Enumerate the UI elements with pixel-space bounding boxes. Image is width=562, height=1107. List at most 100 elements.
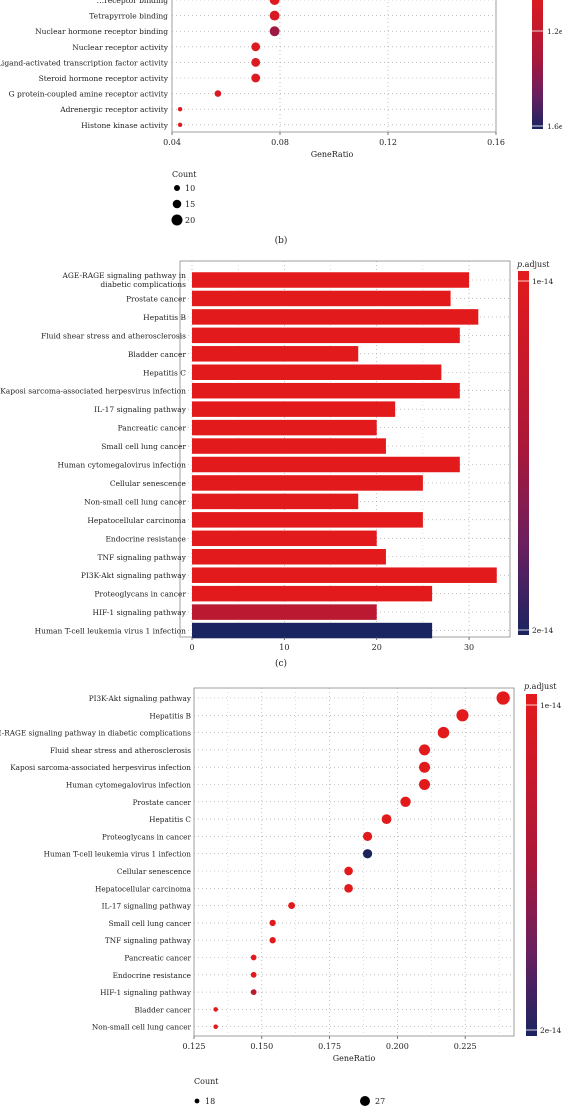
panel-d-size-legend-title: Count <box>194 1077 219 1086</box>
panel-d-colorbar-tick-label: 2e-14 <box>540 1026 562 1035</box>
panel-c-y-tick-label: Pancreatic cancer <box>118 424 187 433</box>
panel-c-bar <box>192 438 386 454</box>
panel-d-y-tick-label: AGE-RAGE signaling pathway in diabetic c… <box>0 729 191 738</box>
panel-d-x-axis-title: GeneRatio <box>333 1054 376 1063</box>
panel-d-y-tick-label: IL-17 signaling pathway <box>102 902 192 911</box>
panel-c-bar <box>192 604 377 620</box>
panel-d-point <box>362 831 373 842</box>
panel-c-y-tick-label: Small cell lung cancer <box>101 442 186 451</box>
panel-c-bar <box>192 346 359 362</box>
panel-d-size-legend-label: 27 <box>375 1097 385 1106</box>
panel-b-point <box>251 58 261 67</box>
panel-c-x-tick-label: 20 <box>372 643 382 652</box>
panel-d-y-tick-label: Bladder cancer <box>134 1005 191 1014</box>
panel-c-y-tick-label: Cellular senescence <box>110 479 187 488</box>
panel-d-size-legend-label: 18 <box>205 1097 215 1106</box>
panel-c-bar <box>192 567 497 583</box>
panel-c-label: (c) <box>275 658 287 669</box>
panel-b-size-legend-label: 20 <box>185 216 195 225</box>
panel-c-bar <box>192 364 442 380</box>
panel-d-x-tick-label: 0.200 <box>386 1042 409 1051</box>
panel-c-bar <box>192 456 460 473</box>
panel-c-bar <box>192 290 451 307</box>
panel-b-point <box>269 26 280 37</box>
panel-d-point <box>419 761 430 773</box>
panel-d-point <box>269 937 276 944</box>
panel-c-bar <box>192 419 377 436</box>
panel-c-y-tick-label: Non-small cell lung cancer <box>84 497 186 506</box>
panel-c-bar <box>192 549 386 565</box>
panel-c-y-tick-label: Hepatitis C <box>143 368 186 377</box>
panel-c-x-tick-label: 30 <box>464 643 474 652</box>
panel-c-bar <box>192 309 479 325</box>
panel-d-point <box>419 744 430 756</box>
panel-c-colorbar-tick-label: 1e-14 <box>532 277 554 286</box>
panel-d-y-tick-label: Cellular senescence <box>117 867 191 876</box>
panel-c-bar <box>192 530 377 547</box>
panel-d-y-tick-label: PI3K-Akt signaling pathway <box>89 694 192 703</box>
panel-b-size-legend-label: 15 <box>185 200 195 209</box>
panel-d-y-tick-label: Prostate cancer <box>133 798 192 807</box>
panel-d-point <box>437 726 450 739</box>
panel-d-y-tick-label: Human cytomegalovirus infection <box>66 781 191 790</box>
panel-b-y-tick-label: G protein-coupled amine receptor activit… <box>9 90 169 99</box>
panel-c-y-tick-label: TNF signaling pathway <box>97 553 186 562</box>
panel-b-point <box>251 73 261 83</box>
panel-d-point <box>250 971 257 978</box>
panel-c-y-tick-label: Fluid shear stress and atherosclerosis <box>41 331 186 340</box>
panel-c-bar <box>192 585 433 602</box>
panel-b-x-axis-title: GeneRatio <box>311 150 354 159</box>
panel-b-y-tick-label: Nuclear receptor activity <box>72 43 169 52</box>
panel-c-y-tick-label: IL-17 signaling pathway <box>94 405 187 414</box>
panel-b-size-legend-dot <box>172 199 182 209</box>
panel-c-y-tick-label: AGE-RAGE signaling pathway in <box>62 271 187 280</box>
panel-b-colorbar-tick-label: 1.6e-06 <box>547 122 562 131</box>
panel-b-size-legend-label: 10 <box>185 184 195 193</box>
panel-b-x-tick-label: 0.12 <box>379 138 397 147</box>
panel-d-point <box>269 919 276 927</box>
panel-c-y-tick-label: Kaposi sarcoma-associated herpesvirus in… <box>0 387 186 396</box>
panel-d-x-tick-label: 0.150 <box>250 1042 273 1051</box>
panel-d-point <box>213 1024 218 1029</box>
panel-d-point <box>419 779 430 790</box>
panel-b-y-tick-label: Steroid hormone receptor activity <box>39 74 169 83</box>
panel-b-label: (b) <box>275 235 288 246</box>
panel-b-x-tick-label: 0.04 <box>163 138 181 147</box>
panel-c-x-tick-label: 0 <box>189 643 194 652</box>
panel-d-y-tick-label: Proteoglycans in cancer <box>102 832 192 841</box>
panel-c-bar <box>192 475 423 491</box>
panel-d-point <box>288 902 296 910</box>
panel-d-point <box>496 691 510 705</box>
panel-c-bar <box>192 493 359 510</box>
panel-d-y-tick-label: Non-small cell lung cancer <box>92 1023 192 1032</box>
panel-d: PI3K-Akt signaling pathway Hepatitis B AGE… <box>0 682 562 1106</box>
panel-b-y-tick-label: …receptor binding <box>97 0 169 5</box>
panel-b-y-tick-label: Nuclear hormone receptor binding <box>35 27 168 36</box>
panel-c-bar <box>192 382 460 399</box>
panel-c-y-tick-label: Hepatitis B <box>143 313 186 322</box>
panel-d-y-tick-label: Hepatitis B <box>149 711 191 720</box>
panel-c-bar <box>192 272 470 288</box>
panel-b-point <box>214 90 222 97</box>
panel-b-y-tick-label: Ligand-activated transcription factor ac… <box>0 58 169 67</box>
panel-d-y-tick-label: Hepatitis C <box>149 815 191 824</box>
panel-d-x-tick-label: 0.125 <box>183 1042 206 1051</box>
panel-d-point <box>213 1007 218 1012</box>
panel-c-legend-title: p.adjust <box>517 260 550 269</box>
panel-d-point <box>250 989 257 995</box>
panel-d-y-tick-label: Human T-cell leukemia virus 1 infection <box>44 850 192 859</box>
panel-b-point <box>269 0 280 5</box>
panel-d-point <box>344 883 353 893</box>
panel-d-x-tick-label: 0.175 <box>318 1042 341 1051</box>
panel-b-size-legend-dot <box>174 185 180 191</box>
panel-d-plot-area <box>193 687 515 1037</box>
panel-b-colorbar-tick-label: 1.2e-06 <box>547 27 562 36</box>
panel-d-y-tick-label: HIF-1 signaling pathway <box>100 988 192 997</box>
panel-b-x-tick-label: 0.08 <box>271 138 289 147</box>
panel-b-point <box>177 122 183 128</box>
panel-c-colorbar-tick-label: 2e-14 <box>532 626 554 635</box>
panel-d-point <box>362 849 373 859</box>
panel-d-point <box>250 954 257 961</box>
